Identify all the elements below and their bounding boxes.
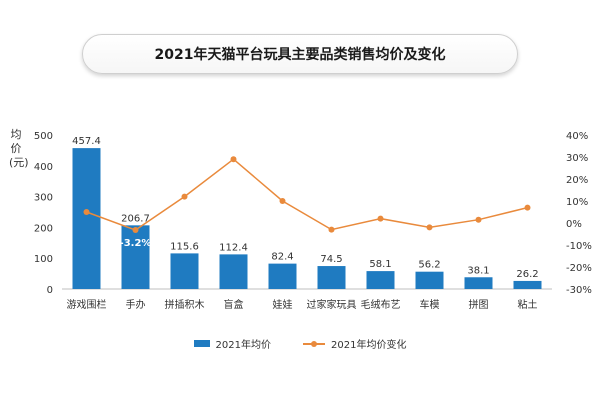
right-tick-label: 30% [566, 153, 588, 164]
bar [121, 225, 150, 289]
legend-line-swatch [303, 339, 325, 349]
bar [317, 266, 346, 289]
bar [464, 277, 493, 289]
line-point [279, 198, 286, 204]
bar-data-label: 74.5 [320, 254, 342, 265]
legend: 2021年均价 2021年均价变化 [0, 336, 600, 351]
legend-bar-swatch [193, 340, 210, 347]
left-tick-label: 400 [34, 162, 53, 173]
line-point [377, 215, 384, 222]
legend-item-bar: 2021年均价 [193, 336, 271, 351]
bar [415, 271, 444, 289]
left-tick-label: 200 [34, 223, 53, 234]
line-series [86, 158, 528, 231]
bar-data-label: 26.2 [516, 269, 538, 280]
category-label: 拼插积木 [165, 298, 205, 311]
category-label: 手办 [126, 298, 146, 311]
bar-data-label: 457.4 [72, 136, 101, 147]
line-point [83, 209, 90, 215]
chart-title-box: 2021年天猫平台玩具主要品类销售均价及变化 [82, 34, 518, 74]
legend-item-line: 2021年均价变化 [303, 336, 406, 351]
left-tick-label: 100 [34, 254, 53, 265]
left-tick-label: 300 [34, 193, 53, 204]
line-point [524, 204, 531, 211]
line-point [475, 216, 482, 223]
category-label: 拼图 [469, 298, 489, 311]
bar-data-label: 82.4 [271, 252, 293, 263]
bar [219, 254, 248, 289]
legend-bar-label: 2021年均价 [215, 340, 271, 351]
category-label: 车模 [420, 298, 440, 311]
category-label: 过家家玩具 [307, 298, 357, 311]
bar-data-label: 58.1 [369, 259, 391, 270]
bar [170, 253, 199, 289]
category-label: 粘土 [518, 298, 538, 311]
line-point [230, 156, 237, 163]
right-tick-label: 0% [566, 219, 582, 230]
category-label: 娃娃 [273, 298, 293, 311]
category-label: 游戏围栏 [67, 298, 107, 311]
bar [366, 271, 395, 289]
bar-data-label: 112.4 [219, 242, 248, 253]
legend-line-label: 2021年均价变化 [331, 340, 407, 351]
left-tick-label: 0 [47, 285, 53, 296]
bar [268, 263, 297, 289]
line-point [181, 193, 188, 200]
line-point [426, 224, 433, 231]
chart-canvas: 0 100 200 300 400 500 -30% -20% -10% 0% 10% 20% 30% 4… [34, 131, 592, 311]
right-tick-label: -20% [566, 263, 592, 274]
bar-data-label: 115.6 [170, 241, 199, 252]
bar-data-label: 206.7 [121, 213, 150, 224]
line-point [328, 226, 335, 233]
bar-data-label: 38.1 [467, 265, 489, 276]
line-annotation: -3.2% [120, 238, 152, 249]
chart-title: 2021年天猫平台玩具主要品类销售均价及变化 [154, 47, 446, 63]
left-tick-label: 500 [34, 131, 53, 142]
right-tick-label: 40% [566, 131, 588, 142]
right-tick-label: -10% [566, 241, 592, 252]
right-tick-label: -30% [566, 285, 592, 296]
bar [72, 148, 101, 289]
right-tick-label: 20% [566, 175, 588, 186]
line-point [132, 227, 139, 234]
bar [513, 280, 542, 289]
category-label: 毛绒布艺 [361, 298, 401, 311]
category-label: 盲盒 [224, 298, 244, 311]
right-tick-label: 10% [566, 197, 588, 208]
bar-data-label: 56.2 [418, 260, 440, 271]
